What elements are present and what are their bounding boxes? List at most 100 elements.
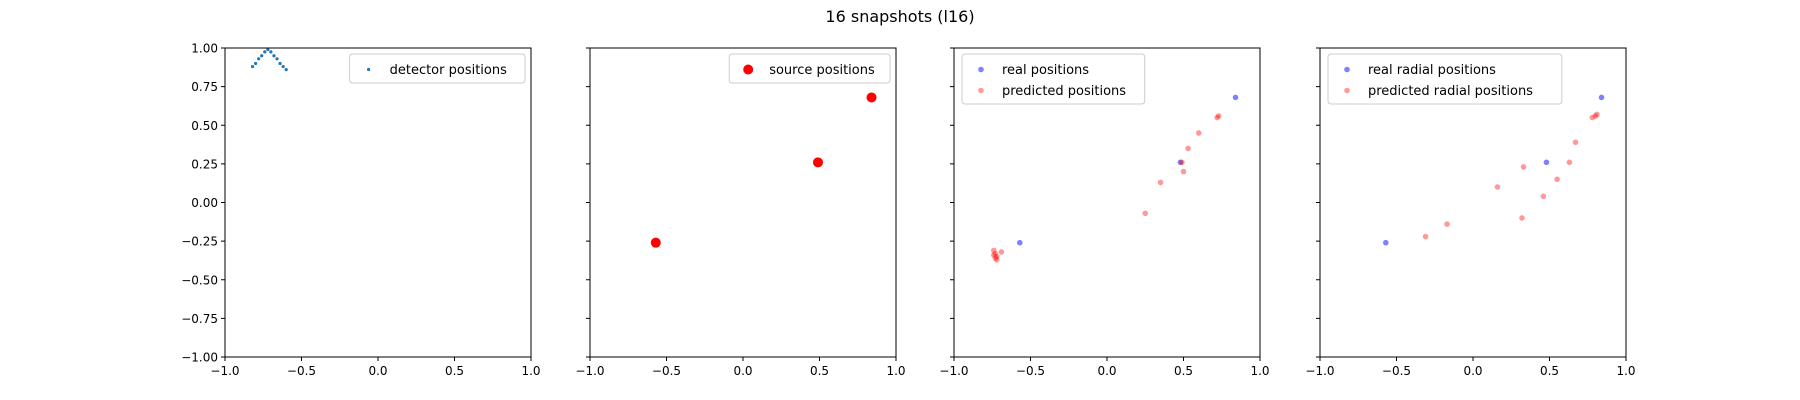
x-tick-label: −0.5 <box>1016 364 1045 378</box>
legend-marker <box>743 64 754 75</box>
y-tick-label: 1.00 <box>191 42 218 56</box>
data-point-series-1 <box>1382 239 1389 246</box>
subplot-1: −1.0 −0.5 0.0 0.5 1.0 −1.00 −0.75 −0.50 −0.25 0.0… <box>181 42 540 379</box>
data-point-series-2 <box>1214 114 1220 121</box>
y-tick-label: 0.50 <box>191 119 218 133</box>
data-point-series-1 <box>1232 94 1239 101</box>
data-point-series-2 <box>1572 139 1579 146</box>
data-point-series-2 <box>1494 184 1501 190</box>
x-tick-label: 0.0 <box>733 364 752 378</box>
x-tick-label: −1.0 <box>575 364 604 378</box>
x-tick-label: 0.5 <box>1540 364 1559 378</box>
legend: real radial positions predicted radial po… <box>1327 53 1563 105</box>
figure-suptitle: 16 snapshots (l16) <box>825 7 974 26</box>
legend-label: real radial positions <box>1368 63 1496 78</box>
data-point-series-1 <box>1177 159 1184 166</box>
data-point-series-2 <box>1180 168 1187 175</box>
data-points <box>250 47 288 72</box>
data-point-series-2 <box>1179 159 1185 166</box>
legend: real positions predicted positions <box>961 53 1146 105</box>
legend-label: source positions <box>769 63 875 78</box>
x-tick-label: 1.0 <box>1250 364 1269 378</box>
data-point-series-2 <box>1589 114 1596 121</box>
x-tick-label: 0.0 <box>1097 364 1116 378</box>
data-point-series-1 <box>263 50 267 54</box>
data-point-series-2 <box>1554 176 1560 183</box>
y-tick-label: 0.25 <box>191 157 218 171</box>
data-point-series-2 <box>1520 164 1527 170</box>
plot-area <box>225 48 531 357</box>
plot-area <box>590 48 896 357</box>
legend-label: real positions <box>1002 63 1089 78</box>
y-tick-label: −0.50 <box>181 273 218 287</box>
data-point-series-1 <box>281 64 285 69</box>
legend-box <box>1327 53 1563 105</box>
x-tick-label: −1.0 <box>210 364 239 378</box>
legend-label: predicted radial positions <box>1368 84 1533 99</box>
legend-label: predicted positions <box>1002 84 1126 99</box>
data-point-series-2 <box>1566 159 1573 166</box>
legend-box <box>728 53 891 84</box>
legend-label: detector positions <box>390 63 508 78</box>
data-point-series-1 <box>254 61 258 66</box>
x-tick-label: 0.0 <box>368 364 387 378</box>
data-point-series-2 <box>992 255 999 261</box>
data-point-series-1 <box>269 50 273 54</box>
y-tick-label: 0.00 <box>191 196 218 210</box>
subplot-3: −1.0 −0.5 0.0 0.5 1.0 real positions predicted… <box>939 47 1270 378</box>
data-point-series-2 <box>994 256 1000 263</box>
x-tick-label: −0.5 <box>1382 364 1411 378</box>
x-tick-label: 1.0 <box>521 364 540 378</box>
y-tick-label: −0.75 <box>181 312 218 326</box>
x-tick-label: 0.5 <box>1174 364 1193 378</box>
data-point-series-2 <box>1422 233 1429 240</box>
data-point-series-2 <box>998 249 1005 255</box>
data-point-series-2 <box>1185 145 1191 152</box>
data-points <box>990 94 1239 263</box>
subplot-4: −1.0 −0.5 0.0 0.5 1.0 real radial positions pr… <box>1305 47 1636 378</box>
x-tick-label: 0.0 <box>1463 364 1482 378</box>
legend-marker <box>1344 87 1350 94</box>
legend: source positions <box>728 53 891 84</box>
data-point-series-1 <box>272 54 276 58</box>
data-point-series-2 <box>992 250 999 257</box>
data-point-series-2 <box>1142 210 1149 217</box>
x-tick-label: 0.5 <box>810 364 829 378</box>
data-point-series-1 <box>266 47 270 52</box>
data-point-series-1 <box>250 64 255 69</box>
data-point-series-2 <box>990 252 997 258</box>
data-point-series-1 <box>260 54 264 58</box>
data-point-series-1 <box>1543 159 1550 166</box>
data-point-series-2 <box>1594 111 1600 118</box>
data-point-series-1 <box>812 157 823 168</box>
legend-marker <box>1344 66 1350 73</box>
data-point-series-2 <box>1215 113 1222 119</box>
subplot-2: −1.0 −0.5 0.0 0.5 1.0 source positions <box>575 47 906 378</box>
subplot-grid: −1.0 −0.5 0.0 0.5 1.0 −1.00 −0.75 −0.50 −0.25 0.0… <box>181 42 1635 379</box>
y-tick-label: 0.75 <box>191 80 218 94</box>
y-tick-label: −0.25 <box>181 235 218 249</box>
data-point-series-2 <box>1540 193 1547 200</box>
x-tick-label: 1.0 <box>886 364 905 378</box>
data-point-series-1 <box>1598 94 1605 101</box>
x-tick-label: 0.5 <box>445 364 464 378</box>
data-point-series-1 <box>650 237 661 248</box>
data-points <box>1382 94 1605 246</box>
data-point-series-2 <box>1519 215 1525 221</box>
data-points <box>650 92 877 248</box>
data-point-series-2 <box>1444 221 1450 227</box>
x-tick-label: −1.0 <box>939 364 968 378</box>
legend: detector positions <box>349 53 526 84</box>
legend-box <box>349 53 526 84</box>
data-point-series-2 <box>1157 179 1164 186</box>
legend-marker <box>367 67 371 72</box>
x-tick-label: −0.5 <box>287 364 316 378</box>
data-point-series-1 <box>275 57 279 61</box>
data-point-series-2 <box>990 247 997 254</box>
data-point-series-1 <box>278 61 282 66</box>
data-point-series-2 <box>1196 130 1202 136</box>
data-point-series-1 <box>1016 239 1023 246</box>
x-tick-label: −0.5 <box>652 364 681 378</box>
data-point-series-2 <box>994 253 1000 260</box>
